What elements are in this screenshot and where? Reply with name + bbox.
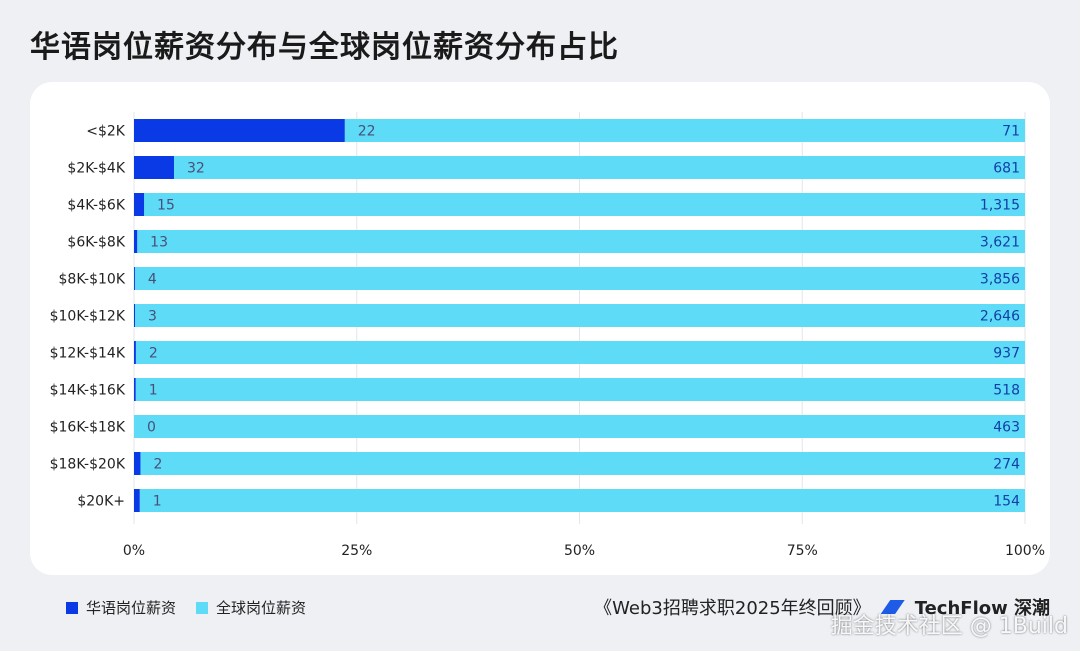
x-tick-label: 100%	[1005, 543, 1045, 559]
bar-chinese	[134, 156, 174, 179]
data-label-chinese: 3	[148, 309, 157, 325]
bar-chinese	[134, 230, 138, 253]
category-label: $16K-$18K	[50, 420, 126, 436]
bar-global	[344, 119, 1026, 142]
bar-chinese	[134, 341, 136, 364]
data-label-chinese: 2	[149, 346, 158, 362]
source-text: 《Web3招聘求职2025年终回顾》	[594, 598, 871, 619]
category-label: $20K+	[77, 494, 125, 510]
x-tick-label: 50%	[564, 543, 595, 559]
category-label: $10K-$12K	[50, 309, 126, 325]
bar-global	[144, 193, 1025, 216]
data-label-global: 518	[993, 383, 1020, 399]
category-label: $6K-$8K	[67, 235, 125, 251]
category-label: $8K-$10K	[59, 272, 126, 288]
data-label-global: 274	[993, 457, 1020, 473]
data-label-chinese: 4	[148, 272, 157, 288]
data-label-chinese: 1	[153, 494, 162, 510]
legend-swatch-global	[196, 601, 209, 614]
x-tick-label: 0%	[123, 543, 145, 559]
chart-title: 华语岗位薪资分布与全球岗位薪资分布占比	[30, 30, 619, 65]
data-label-global: 1,315	[980, 198, 1020, 214]
chart-card: <$2K 22 71 $2K-$4K 32 681 $4K-$6K 15 1,315 $6K-$8…	[30, 82, 1050, 575]
bar-global	[134, 267, 1025, 290]
data-label-chinese: 22	[358, 124, 376, 140]
bar-chinese	[134, 304, 136, 327]
bar-chinese	[134, 378, 136, 401]
legend-item-global: 全球岗位薪资	[196, 597, 306, 618]
data-label-global: 71	[1002, 124, 1020, 140]
data-label-chinese: 15	[157, 198, 175, 214]
bar-chinese	[134, 267, 135, 290]
watermark: 掘金技术社区 @ 1Build	[830, 614, 1068, 639]
category-label: $12K-$14K	[50, 346, 126, 362]
chart-legend: 华语岗位薪资 全球岗位薪资	[66, 597, 326, 618]
bar-global	[135, 304, 1026, 327]
data-label-global: 3,621	[980, 235, 1020, 251]
data-label-chinese: 2	[153, 457, 162, 473]
brand-name: TechFlow 深潮	[914, 598, 1050, 619]
legend-label-global: 全球岗位薪资	[216, 599, 307, 617]
bar-global	[137, 230, 1026, 253]
bar-global	[139, 489, 1025, 512]
data-label-global: 463	[993, 420, 1020, 436]
x-tick-label: 25%	[341, 543, 372, 559]
legend-item-chinese: 华语岗位薪资	[66, 597, 176, 618]
bar-chart: <$2K 22 71$2K-$4K 32 681$4K-$6K 15 1,315$6K-$8…	[50, 112, 1045, 559]
bar-global	[140, 452, 1025, 475]
bar-chinese	[134, 119, 345, 142]
data-label-chinese: 0	[147, 420, 156, 436]
bar-global	[135, 378, 1025, 401]
data-label-global: 154	[993, 494, 1020, 510]
bar-global	[134, 415, 1025, 438]
x-tick-label: 75%	[787, 543, 818, 559]
data-label-chinese: 32	[187, 161, 205, 177]
category-label: <$2K	[86, 124, 126, 140]
data-label-chinese: 1	[149, 383, 158, 399]
bar-chinese	[134, 452, 141, 475]
data-label-global: 2,646	[980, 309, 1020, 325]
bar-global	[135, 341, 1025, 364]
category-label: $4K-$6K	[67, 198, 125, 214]
data-label-global: 3,856	[980, 272, 1020, 288]
legend-label-chinese: 华语岗位薪资	[86, 599, 177, 617]
data-label-global: 681	[993, 161, 1020, 177]
data-label-global: 937	[993, 346, 1020, 362]
bar-chinese	[134, 489, 140, 512]
category-label: $2K-$4K	[67, 161, 125, 177]
bar-global	[173, 156, 1026, 179]
legend-swatch-chinese	[66, 601, 78, 614]
category-label: $14K-$16K	[50, 383, 126, 399]
bar-chinese	[134, 193, 145, 216]
category-label: $18K-$20K	[50, 457, 126, 473]
source-credit: 《Web3招聘求职2025年终回顾》 TechFlow 深潮	[594, 594, 1050, 620]
data-label-chinese: 13	[150, 235, 168, 251]
